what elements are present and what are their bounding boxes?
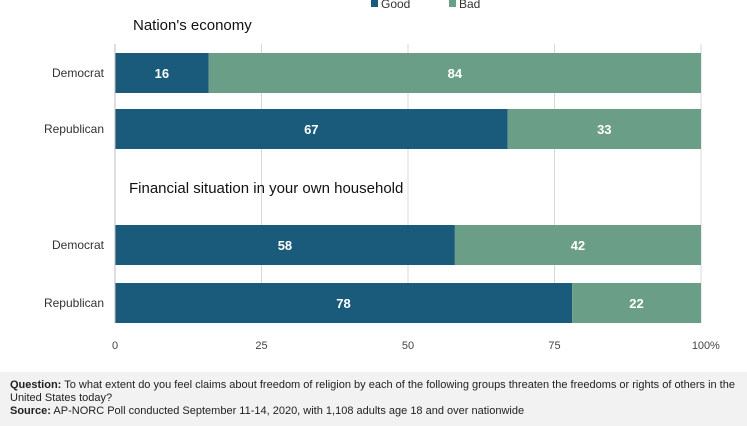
category-label: Democrat <box>52 66 105 80</box>
bar-segment <box>507 109 701 149</box>
bar-segment <box>208 53 701 93</box>
panel-title: Financial situation in your own househol… <box>129 180 403 197</box>
legend-swatch <box>449 0 456 7</box>
x-tick-label: 0 <box>112 340 118 352</box>
source-note: Source: AP-NORC Poll conducted September… <box>10 405 737 418</box>
data-label: 16 <box>155 66 169 81</box>
legend-swatch <box>371 0 378 7</box>
data-label: 67 <box>304 122 318 137</box>
chart-area: 0 25 50 75 100% Good Bad Nation's economy Democr… <box>44 0 720 352</box>
x-tick-label: 75 <box>548 340 560 352</box>
bar-segment <box>115 225 455 265</box>
x-tick-label: 50 <box>402 340 414 352</box>
chart-footer: Question: To what extent do you feel cla… <box>0 372 747 426</box>
bar-segment <box>115 109 508 149</box>
data-label: 78 <box>336 296 350 311</box>
category-label: Democrat <box>52 238 105 252</box>
bar-segment <box>572 283 701 323</box>
x-tick-label: 25 <box>255 340 267 352</box>
question-note: Question: To what extent do you feel cla… <box>10 379 737 405</box>
bar-segment <box>454 225 701 265</box>
category-label: Republican <box>44 296 104 310</box>
category-label: Republican <box>44 122 104 136</box>
stacked-bar-chart: 0 25 50 75 100 % Good Bad Nation's economy Democr… <box>44 0 720 352</box>
legend-label: Bad <box>459 0 480 11</box>
data-label: 58 <box>278 238 292 253</box>
data-label: 84 <box>448 66 463 81</box>
panel-title: Nation's economy <box>133 17 252 34</box>
bar-segment <box>115 53 209 93</box>
source-label: Source: <box>10 405 51 417</box>
question-label: Question: <box>10 379 62 391</box>
x-tick-label: 100 <box>692 340 710 352</box>
legend-label: Good <box>381 0 410 11</box>
data-label: 33 <box>597 122 611 137</box>
x-unit-label: % <box>710 340 720 352</box>
data-label: 42 <box>571 238 585 253</box>
question-text: To what extent do you feel claims about … <box>10 379 735 404</box>
source-text: AP-NORC Poll conducted September 11-14, … <box>53 405 525 417</box>
bar-segment <box>115 283 573 323</box>
data-label: 22 <box>629 296 643 311</box>
